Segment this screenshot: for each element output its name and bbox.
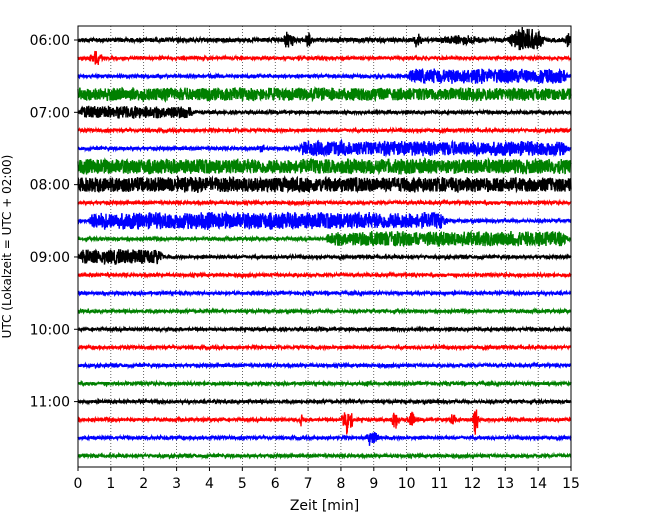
y-tick-label: 08:00 <box>30 178 70 194</box>
trace-08:45 <box>77 229 572 248</box>
trace-06:45 <box>77 85 572 103</box>
x-tick-label: 6 <box>271 476 280 492</box>
trace-10:45 <box>77 379 572 388</box>
x-tick-label: 1 <box>106 476 115 492</box>
trace-06:30 <box>77 67 572 85</box>
trace-11:15 <box>77 409 572 435</box>
trace-10:30 <box>77 361 572 370</box>
trace-09:45 <box>77 307 572 316</box>
x-tick-label: 11 <box>431 476 449 492</box>
x-tick-label: 5 <box>238 476 247 492</box>
x-tick-label: 13 <box>496 476 514 492</box>
plot-frame <box>77 25 572 468</box>
trace-07:45 <box>77 156 572 176</box>
trace-08:00 <box>77 174 572 194</box>
trace-11:00 <box>77 397 572 406</box>
trace-09:15 <box>77 270 572 280</box>
x-tick-label: 8 <box>336 476 345 492</box>
x-tick-label: 10 <box>398 476 416 492</box>
y-tick-label: 09:00 <box>30 250 70 266</box>
x-tick-label: 0 <box>74 476 83 492</box>
y-tick-label: 07:00 <box>30 105 70 121</box>
y-tick-label: 10:00 <box>30 322 70 338</box>
x-tick-label: 2 <box>139 476 148 492</box>
trace-11:45 <box>77 451 572 460</box>
x-axis-ticks: 0 1 2 3 4 5 6 7 8 9 10 11 12 13 14 15 <box>74 467 580 492</box>
y-tick-label: 11:00 <box>30 395 70 411</box>
trace-11:30 <box>77 432 572 446</box>
trace-08:15 <box>77 198 572 207</box>
trace-10:15 <box>77 343 572 352</box>
x-tick-label: 15 <box>562 476 580 492</box>
trace-07:30 <box>77 138 572 158</box>
trace-09:30 <box>77 288 572 298</box>
x-tick-label: 12 <box>463 476 481 492</box>
x-tick-label: 7 <box>304 476 313 492</box>
trace-10:00 <box>77 325 572 334</box>
y-axis-label: UTC (Lokalzeit = UTC + 02:00) <box>0 155 14 339</box>
seismogram-traces <box>77 27 572 460</box>
trace-07:00 <box>77 105 572 119</box>
trace-06:00 <box>77 27 572 51</box>
trace-08:30 <box>77 210 572 231</box>
y-tick-label: 06:00 <box>30 33 70 49</box>
trace-07:15 <box>77 126 572 135</box>
trace-09:00 <box>77 248 572 265</box>
x-tick-label: 4 <box>205 476 214 492</box>
trace-06:15 <box>77 50 572 65</box>
x-tick-label: 3 <box>172 476 181 492</box>
x-axis-label: Zeit [min] <box>290 498 359 514</box>
y-axis-ticks: 06:00 07:00 08:00 09:00 10:00 11:00 <box>30 33 78 411</box>
x-tick-label: 14 <box>529 476 547 492</box>
x-tick-label: 9 <box>369 476 378 492</box>
